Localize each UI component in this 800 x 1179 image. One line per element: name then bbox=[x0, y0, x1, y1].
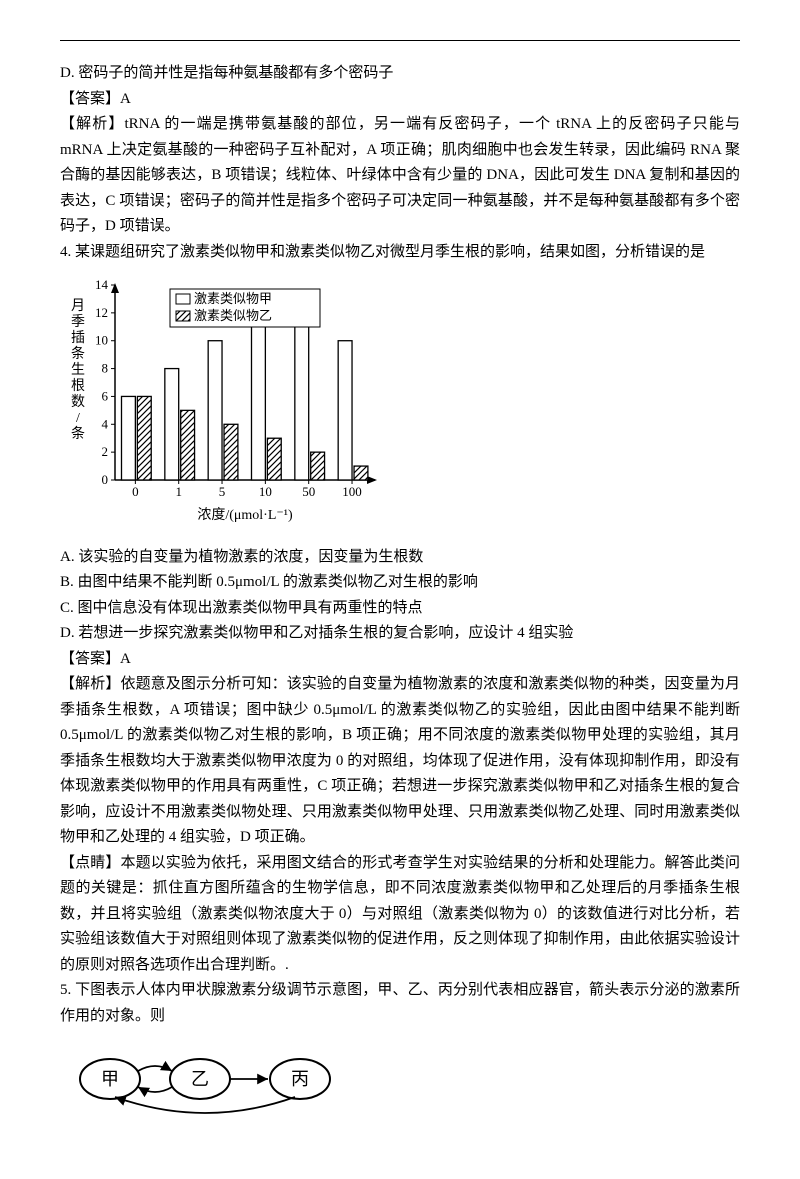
svg-text:月季插条生根数/条: 月季插条生根数/条 bbox=[71, 298, 85, 442]
q4-explain-text: 依题意及图示分析可知：该实验的自变量为植物激素的浓度和激素类似物的种类，因变量为… bbox=[60, 676, 740, 845]
q3-explain-text: tRNA 的一端是携带氨基酸的部位，另一端有反密码子，一个 tRNA 上的反密码… bbox=[60, 116, 740, 234]
page-content: D. 密码子的简并性是指每种氨基酸都有多个密码子 【答案】A 【解析】tRNA … bbox=[0, 0, 800, 1179]
q4-tips-label: 【点睛】 bbox=[60, 855, 120, 871]
svg-text:乙: 乙 bbox=[191, 1069, 209, 1089]
svg-text:甲: 甲 bbox=[101, 1069, 119, 1089]
q4-explain: 【解析】依题意及图示分析可知：该实验的自变量为植物激素的浓度和激素类似物的种类，… bbox=[60, 672, 740, 851]
q4-tips: 【点睛】本题以实验为依托，采用图文结合的形式考查学生对实验结果的分析和处理能力。… bbox=[60, 851, 740, 979]
q5-stem: 5. 下图表示人体内甲状腺激素分级调节示意图，甲、乙、丙分别代表相应器官，箭头表… bbox=[60, 978, 740, 1029]
svg-text:4: 4 bbox=[102, 416, 109, 431]
top-rule bbox=[60, 40, 740, 41]
svg-text:10: 10 bbox=[95, 333, 108, 348]
q4-option-d: D. 若想进一步探究激素类似物甲和乙对插条生根的复合影响，应设计 4 组实验 bbox=[60, 621, 740, 647]
svg-text:5: 5 bbox=[219, 484, 226, 499]
q3-explain-label: 【解析】 bbox=[60, 116, 124, 132]
svg-text:6: 6 bbox=[102, 388, 109, 403]
svg-text:10: 10 bbox=[259, 484, 272, 499]
svg-text:0: 0 bbox=[102, 472, 109, 487]
svg-text:激素类似物乙: 激素类似物乙 bbox=[194, 308, 272, 323]
bar-chart-svg: 0 2 4 6 8 10 12 14 月季插条生根数/条 0 1 5 10 50 100 浓度/(μmol·L… bbox=[60, 275, 390, 525]
svg-text:0: 0 bbox=[132, 484, 139, 499]
q4-option-c: C. 图中信息没有体现出激素类似物甲具有两重性的特点 bbox=[60, 596, 740, 622]
q5-diagram: 甲乙丙 bbox=[60, 1039, 740, 1129]
q4-option-a: A. 该实验的自变量为植物激素的浓度，因变量为生根数 bbox=[60, 545, 740, 571]
svg-text:12: 12 bbox=[95, 305, 108, 320]
flow-diagram-svg: 甲乙丙 bbox=[60, 1039, 360, 1119]
svg-text:100: 100 bbox=[342, 484, 362, 499]
q4-answer: 【答案】A bbox=[60, 647, 740, 673]
svg-text:2: 2 bbox=[102, 444, 109, 459]
q4-stem: 4. 某课题组研究了激素类似物甲和激素类似物乙对微型月季生根的影响，结果如图，分… bbox=[60, 240, 740, 266]
q3-answer: 【答案】A bbox=[60, 87, 740, 113]
svg-text:8: 8 bbox=[102, 361, 109, 376]
q4-tips-text: 本题以实验为依托，采用图文结合的形式考查学生对实验结果的分析和处理能力。解答此类… bbox=[60, 855, 740, 973]
svg-text:浓度/(μmol·L⁻¹): 浓度/(μmol·L⁻¹) bbox=[197, 507, 293, 523]
q3-option-d: D. 密码子的简并性是指每种氨基酸都有多个密码子 bbox=[60, 61, 740, 87]
svg-text:1: 1 bbox=[175, 484, 182, 499]
svg-text:激素类似物甲: 激素类似物甲 bbox=[194, 291, 272, 306]
q4-explain-label: 【解析】 bbox=[60, 676, 120, 692]
q4-option-b: B. 由图中结果不能判断 0.5μmol/L 的激素类似物乙对生根的影响 bbox=[60, 570, 740, 596]
svg-text:50: 50 bbox=[302, 484, 315, 499]
q3-explain: 【解析】tRNA 的一端是携带氨基酸的部位，另一端有反密码子，一个 tRNA 上… bbox=[60, 112, 740, 240]
q4-chart: 0 2 4 6 8 10 12 14 月季插条生根数/条 0 1 5 10 50 100 浓度/(μmol·L… bbox=[60, 275, 740, 535]
svg-text:丙: 丙 bbox=[291, 1069, 309, 1089]
svg-text:14: 14 bbox=[95, 277, 109, 292]
